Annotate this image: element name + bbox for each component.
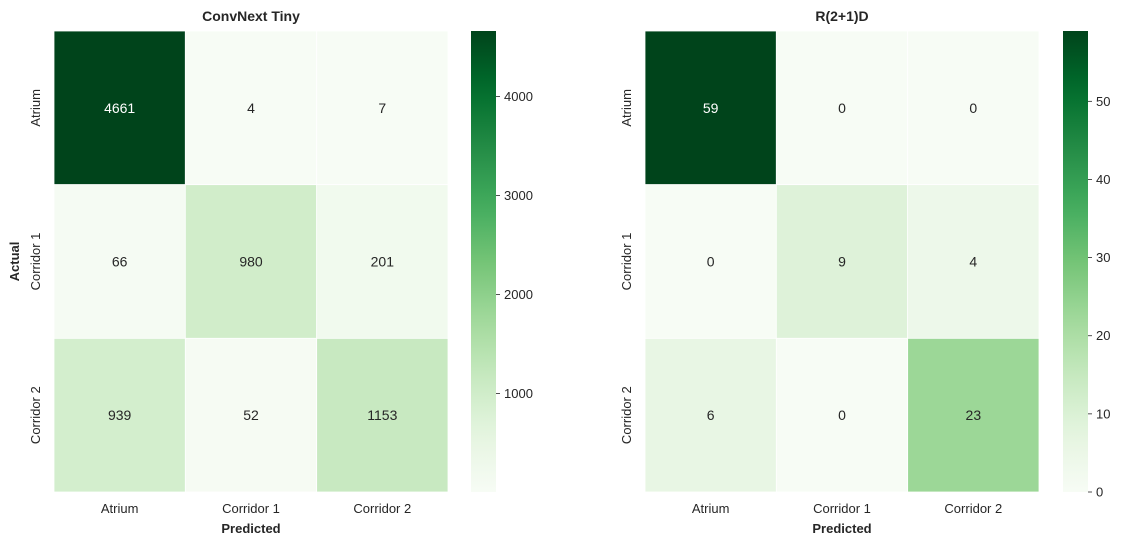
x-tick-label: Corridor 2	[944, 501, 1002, 516]
heatmap-cell	[184, 184, 318, 339]
colorbar-tick-label: 0	[1096, 485, 1103, 500]
y-tick-label: Atrium	[619, 89, 634, 127]
y-tick-label: Corridor 2	[619, 386, 634, 444]
heatmap-cell	[907, 184, 1040, 339]
cell-value-label: 4	[247, 100, 255, 116]
y-axis-label: Actual	[7, 242, 22, 282]
cell-value-label: 4	[969, 254, 977, 270]
heatmap-cell	[53, 184, 186, 339]
cell-value-label: 0	[707, 254, 715, 270]
heatmap-cell	[316, 337, 449, 493]
x-axis-label: Predicted	[812, 521, 871, 536]
colorbar-tick-label: 10	[1096, 406, 1110, 421]
heatmap-cell	[644, 337, 777, 493]
heatmap-cell	[775, 337, 909, 493]
cell-value-label: 52	[243, 407, 259, 423]
x-tick-label: Corridor 2	[353, 501, 411, 516]
colorbar-tick-label: 30	[1096, 250, 1110, 265]
colorbar-tick-label: 50	[1096, 94, 1110, 109]
x-axis-label: Predicted	[221, 521, 280, 536]
colorbar	[1063, 31, 1088, 492]
cell-value-label: 66	[112, 254, 128, 270]
colorbar	[471, 31, 496, 492]
cell-value-label: 939	[108, 407, 132, 423]
y-tick-label: Corridor 1	[619, 233, 634, 291]
heatmap-cell	[316, 184, 449, 339]
cell-value-label: 980	[239, 254, 263, 270]
colorbar-tick-label: 4000	[504, 89, 533, 104]
heatmap-cell	[775, 184, 909, 339]
x-tick-label: Corridor 1	[813, 501, 871, 516]
cell-value-label: 0	[838, 100, 846, 116]
x-tick-label: Atrium	[101, 501, 139, 516]
cell-value-label: 23	[966, 407, 982, 423]
cell-value-label: 1153	[367, 407, 397, 423]
heatmap-cell	[53, 30, 186, 186]
y-tick-label: Atrium	[28, 89, 43, 127]
cell-value-label: 4661	[104, 100, 135, 116]
heatmap-panel-1: ConvNext Tiny 4661 4 7 66 980 201 939 52 1153 Atri…	[7, 8, 533, 536]
cell-value-label: 0	[969, 100, 977, 116]
heatmap-cell	[775, 30, 909, 186]
colorbar-tick-label: 40	[1096, 172, 1110, 187]
colorbar-tick-label: 1000	[504, 386, 533, 401]
colorbar-tick-label: 20	[1096, 328, 1110, 343]
colorbar-tick-label: 2000	[504, 287, 533, 302]
x-tick-label: Corridor 1	[222, 501, 280, 516]
heatmap-panel-2: R(2+1)D 59 0 0 0 9 4 6 0 23 Atrium Corridor 1 Corrid…	[619, 8, 1110, 536]
heatmap-cell	[316, 30, 449, 186]
y-tick-label: Corridor 2	[28, 386, 43, 444]
cell-value-label: 6	[707, 407, 715, 423]
y-tick-label: Corridor 1	[28, 233, 43, 291]
cell-value-label: 9	[838, 254, 846, 270]
heatmap-cell	[907, 30, 1040, 186]
heatmap-cell	[184, 30, 318, 186]
cell-value-label: 59	[703, 100, 719, 116]
heatmap-cell	[53, 337, 186, 493]
chart-title: R(2+1)D	[815, 8, 868, 24]
cell-value-label: 7	[378, 100, 386, 116]
x-tick-label: Atrium	[692, 501, 730, 516]
heatmap-cell	[644, 30, 777, 186]
heatmap-cell	[907, 337, 1040, 493]
colorbar-tick-label: 3000	[504, 188, 533, 203]
chart-title: ConvNext Tiny	[202, 8, 300, 24]
cell-value-label: 201	[371, 254, 395, 270]
cell-value-label: 0	[838, 407, 846, 423]
heatmap-cell	[184, 337, 318, 493]
